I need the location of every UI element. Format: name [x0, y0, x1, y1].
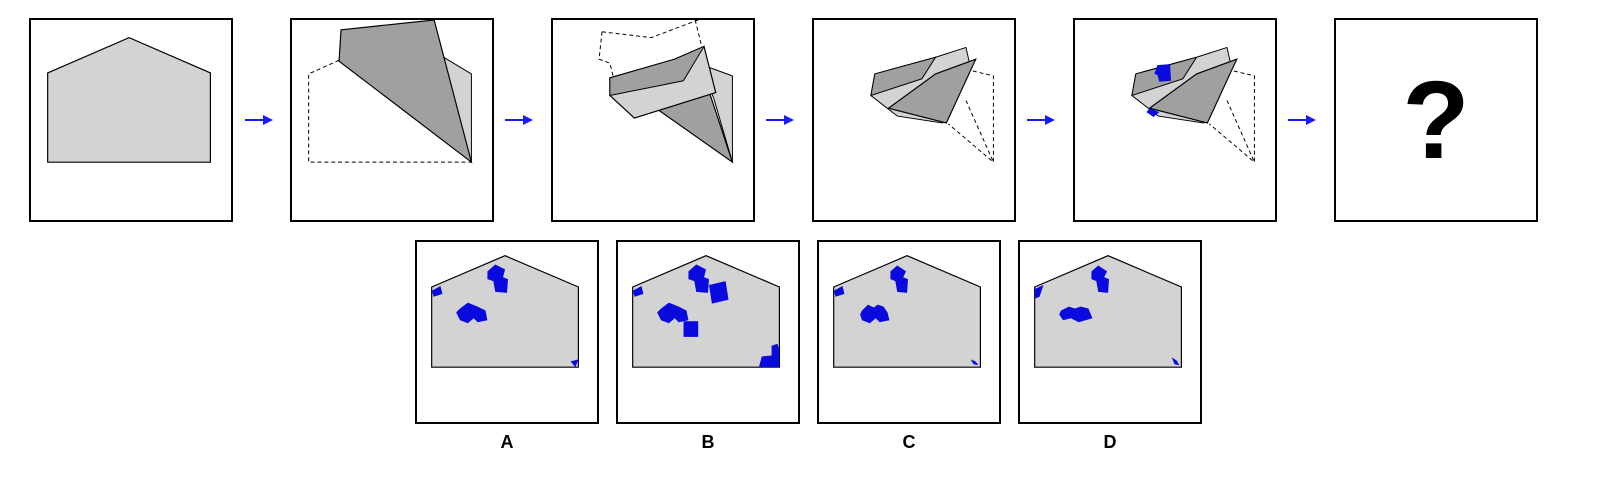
- step-4-panel: [812, 18, 1016, 222]
- paper-pentagon: [632, 255, 780, 368]
- fold-outline-dashed: [965, 100, 994, 163]
- option-c-label: C: [902, 432, 916, 452]
- option-c-drawing: [833, 255, 981, 368]
- question-mark: ?: [1402, 58, 1470, 182]
- punched-hole: [683, 321, 699, 337]
- option-c[interactable]: [817, 240, 1001, 424]
- paper-top-flap-shade: [870, 56, 937, 97]
- fold-outline-dashed: [308, 59, 472, 163]
- punched-hole: [688, 264, 709, 293]
- step-1-panel: [29, 18, 233, 222]
- arrow-icon: [1027, 115, 1055, 125]
- arrow-icon: [766, 115, 794, 125]
- paper-top-flap-shade: [609, 45, 706, 97]
- step-3-panel: [551, 18, 755, 222]
- fold-outline-dashed: [601, 20, 699, 39]
- punched-hole: [833, 286, 845, 297]
- option-d[interactable]: [1018, 240, 1202, 424]
- fold-outline-dashed: [598, 31, 615, 79]
- option-d-drawing: [1034, 255, 1182, 368]
- arrow-icon: [505, 115, 533, 125]
- paper-pentagon: [431, 255, 579, 368]
- step-2-panel: [290, 18, 494, 222]
- punched-hole: [487, 264, 508, 293]
- paper-pentagon: [833, 255, 981, 368]
- punched-hole: [1171, 357, 1180, 366]
- punched-hole: [431, 286, 443, 297]
- step-2-drawing: [308, 20, 473, 164]
- punched-hole: [1034, 285, 1044, 299]
- arrow-icon: [1288, 115, 1316, 125]
- step-5-panel: [1073, 18, 1277, 222]
- fold-outline-dashed: [1208, 70, 1255, 164]
- step-4-drawing: [870, 46, 994, 164]
- paper-folded-flap: [338, 20, 473, 164]
- option-a-label: A: [500, 432, 514, 452]
- punched-hole: [570, 359, 579, 368]
- paper-pentagon: [47, 37, 211, 163]
- arrow-icon: [245, 115, 273, 125]
- punched-hole: [1059, 306, 1093, 323]
- punched-hole: [657, 302, 689, 324]
- punched-hole: [860, 304, 890, 324]
- option-a-drawing: [431, 255, 579, 368]
- punched-hole: [708, 281, 729, 304]
- step-1-drawing: [47, 37, 211, 163]
- question-panel: ?: [1334, 18, 1538, 222]
- option-a[interactable]: [415, 240, 599, 424]
- paper-folded-flap: [887, 58, 977, 124]
- paper-pentagon: [1034, 255, 1182, 368]
- punched-hole: [758, 343, 780, 368]
- step-5-drawing: [1131, 46, 1255, 164]
- step-3-drawing: [598, 20, 734, 164]
- punched-hole: [970, 359, 979, 366]
- option-b[interactable]: [616, 240, 800, 424]
- punched-hole: [890, 265, 909, 293]
- option-b-label: B: [701, 432, 715, 452]
- option-b-drawing: [632, 255, 780, 368]
- punched-hole: [456, 302, 488, 324]
- punched-hole: [1146, 108, 1160, 118]
- option-d-label: D: [1103, 432, 1117, 452]
- fold-outline-dashed: [694, 20, 703, 48]
- punched-hole: [1091, 265, 1110, 293]
- fold-outline-dashed: [1226, 100, 1255, 163]
- punched-hole: [1154, 64, 1172, 82]
- fold-outline-dashed: [947, 70, 994, 164]
- punched-hole: [632, 286, 644, 297]
- paper-folded-flap: [1148, 58, 1238, 124]
